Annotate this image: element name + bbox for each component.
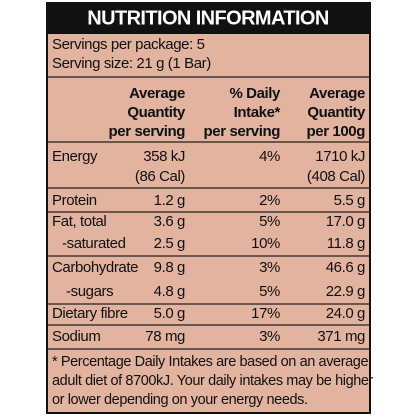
title: NUTRITION INFORMATION xyxy=(87,7,329,29)
nutrient-label: -saturated xyxy=(62,235,126,252)
nutrient-value: (86 Cal) xyxy=(135,168,186,185)
nutrient-value: 17% xyxy=(251,305,280,322)
column-header: Quantity xyxy=(127,104,186,121)
nutrient-value: 10% xyxy=(251,235,280,252)
nutrient-value: 24.0 g xyxy=(326,305,365,322)
nutrient-value: 5% xyxy=(259,283,280,300)
title-bar xyxy=(47,3,370,34)
nutrient-value: 11.8 g xyxy=(327,235,365,252)
column-header: Average xyxy=(129,85,185,102)
footnote: * Percentage Daily Intakes are based on … xyxy=(52,354,368,370)
column-header: per 100g xyxy=(307,123,366,140)
column-header: Average xyxy=(309,85,365,102)
nutrient-value: 4% xyxy=(259,148,280,165)
column-header: per serving xyxy=(204,123,281,140)
nutrient-label: Fat, total xyxy=(52,213,106,230)
nutrient-value: 3.6 g xyxy=(154,213,185,230)
nutrient-value: 5% xyxy=(259,213,280,230)
nutrient-value: 371 mg xyxy=(317,328,365,345)
nutrient-label: Protein xyxy=(52,192,97,209)
nutrient-value: 3% xyxy=(259,328,280,345)
nutrient-value: 46.6 g xyxy=(326,259,365,276)
footnote: or lower depending on your energy needs. xyxy=(52,392,308,408)
nutrient-value: 4.8 g xyxy=(154,283,185,300)
serving-info: Serving size: 21 g (1 Bar) xyxy=(52,55,211,72)
nutrient-value: 9.8 g xyxy=(154,259,185,276)
nutrient-value: 17.0 g xyxy=(326,213,365,230)
nutrient-value: (408 Cal) xyxy=(307,168,365,185)
nutrient-value: 5.0 g xyxy=(154,305,185,322)
nutrient-value: 358 kJ xyxy=(143,148,185,165)
nutrient-value: 3% xyxy=(259,259,280,276)
nutrient-value: 2.5 g xyxy=(154,235,185,252)
serving-info: Servings per package: 5 xyxy=(52,36,205,53)
nutrient-label: Dietary fibre xyxy=(52,305,128,322)
nutrient-label: Sodium xyxy=(52,328,100,345)
column-header: % Daily xyxy=(229,85,281,102)
column-header: per serving xyxy=(109,123,186,140)
nutrient-label: Carbohydrate xyxy=(52,259,138,276)
nutrient-value: 22.9 g xyxy=(326,283,365,300)
nutrient-value: 1.2 g xyxy=(154,192,185,209)
nutrient-value: 78 mg xyxy=(145,328,185,345)
nutrient-label: -sugars xyxy=(66,283,113,300)
column-header: Intake* xyxy=(234,104,281,121)
nutrient-value: 5.5 g xyxy=(334,192,365,209)
column-header: Quantity xyxy=(307,104,366,121)
footnote: adult diet of 8700kJ. Your daily intakes… xyxy=(52,373,374,389)
nutrient-label: Energy xyxy=(52,148,98,165)
panel-background xyxy=(46,2,371,414)
nutrient-value: 1710 kJ xyxy=(315,148,365,165)
nutrient-value: 2% xyxy=(259,192,280,209)
